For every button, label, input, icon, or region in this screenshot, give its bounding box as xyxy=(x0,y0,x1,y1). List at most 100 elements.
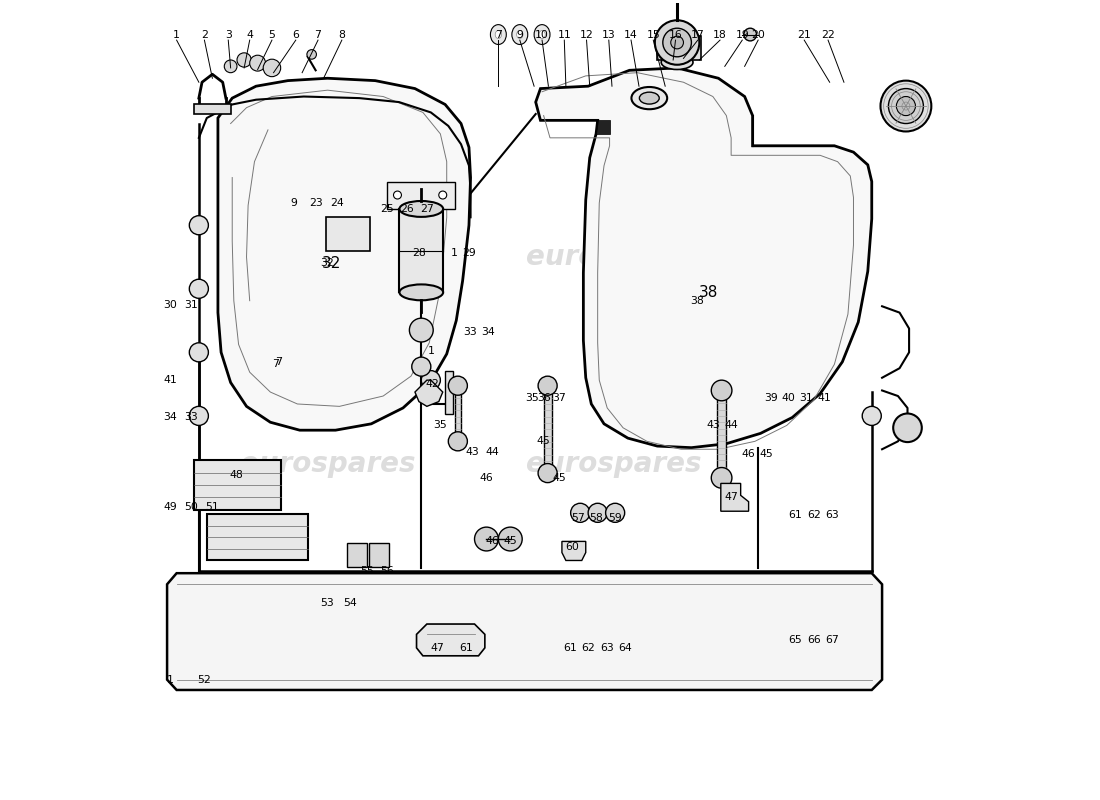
Text: 47: 47 xyxy=(724,492,738,502)
Text: 1: 1 xyxy=(451,248,458,258)
Bar xyxy=(658,36,701,60)
Text: 21: 21 xyxy=(798,30,811,39)
Circle shape xyxy=(409,318,433,342)
Text: 31: 31 xyxy=(184,300,198,310)
Polygon shape xyxy=(454,386,461,442)
Ellipse shape xyxy=(661,55,693,70)
Text: 22: 22 xyxy=(822,30,835,39)
Bar xyxy=(399,209,443,292)
Text: 61: 61 xyxy=(563,643,576,653)
Text: 45: 45 xyxy=(504,537,517,546)
Circle shape xyxy=(189,216,208,234)
Text: 18: 18 xyxy=(713,30,727,39)
Text: 63: 63 xyxy=(825,510,839,520)
Text: 58: 58 xyxy=(590,513,603,522)
Text: 67: 67 xyxy=(825,635,839,645)
Text: 38: 38 xyxy=(700,286,718,300)
Circle shape xyxy=(896,97,915,115)
Bar xyxy=(446,370,453,414)
Text: 34: 34 xyxy=(164,413,177,422)
Text: 45: 45 xyxy=(552,473,567,483)
Polygon shape xyxy=(717,390,726,478)
Circle shape xyxy=(671,36,683,49)
Bar xyxy=(368,543,388,567)
Circle shape xyxy=(449,376,468,395)
Text: 44: 44 xyxy=(724,421,738,430)
Text: 24: 24 xyxy=(330,198,344,208)
Text: 9: 9 xyxy=(290,198,298,208)
Polygon shape xyxy=(415,380,442,406)
Text: 14: 14 xyxy=(624,30,638,39)
Text: 26: 26 xyxy=(400,204,414,214)
Text: 47: 47 xyxy=(430,643,444,653)
Circle shape xyxy=(411,357,431,376)
Text: 57: 57 xyxy=(571,513,585,522)
Text: 53: 53 xyxy=(321,598,334,607)
Text: 41: 41 xyxy=(164,375,177,385)
Circle shape xyxy=(538,463,558,482)
Polygon shape xyxy=(417,624,485,656)
Text: 16: 16 xyxy=(669,30,682,39)
Text: 56: 56 xyxy=(381,566,394,576)
Text: 3: 3 xyxy=(224,30,232,39)
Text: 46: 46 xyxy=(486,537,499,546)
Text: 7: 7 xyxy=(273,359,279,370)
Circle shape xyxy=(571,503,590,522)
Bar xyxy=(348,543,367,567)
Polygon shape xyxy=(596,120,609,134)
Ellipse shape xyxy=(399,285,443,300)
Circle shape xyxy=(889,89,923,123)
Text: 30: 30 xyxy=(163,300,177,310)
Circle shape xyxy=(449,432,468,451)
Text: 35: 35 xyxy=(526,394,539,403)
Circle shape xyxy=(307,50,317,59)
Text: 54: 54 xyxy=(343,598,356,607)
Polygon shape xyxy=(218,78,471,430)
Ellipse shape xyxy=(491,25,506,45)
Text: 32: 32 xyxy=(322,256,341,271)
Text: 10: 10 xyxy=(535,30,549,39)
Text: 20: 20 xyxy=(751,30,766,39)
Bar xyxy=(207,514,308,561)
Text: 45: 45 xyxy=(759,449,773,459)
Text: 63: 63 xyxy=(601,643,614,653)
Text: 8: 8 xyxy=(339,30,345,39)
Circle shape xyxy=(189,342,208,362)
Ellipse shape xyxy=(639,92,659,104)
Text: 1: 1 xyxy=(428,346,435,356)
Circle shape xyxy=(712,380,732,401)
Text: 9: 9 xyxy=(516,30,524,39)
Circle shape xyxy=(474,527,498,551)
Text: 52: 52 xyxy=(198,674,211,685)
Text: 34: 34 xyxy=(481,327,495,338)
Text: 7: 7 xyxy=(275,357,282,367)
Text: eurospares: eurospares xyxy=(240,450,416,478)
Text: 42: 42 xyxy=(426,379,439,389)
Polygon shape xyxy=(536,68,872,448)
Bar xyxy=(326,218,370,250)
Circle shape xyxy=(862,406,881,426)
Text: 48: 48 xyxy=(229,470,243,481)
Text: 37: 37 xyxy=(552,394,567,403)
Polygon shape xyxy=(543,386,551,473)
Text: 61: 61 xyxy=(460,643,473,653)
Text: 45: 45 xyxy=(537,436,550,446)
Circle shape xyxy=(606,503,625,522)
Text: 39: 39 xyxy=(764,394,778,403)
Text: 17: 17 xyxy=(691,30,705,39)
Text: eurospares: eurospares xyxy=(240,243,416,271)
Ellipse shape xyxy=(512,25,528,45)
Circle shape xyxy=(250,55,265,71)
Circle shape xyxy=(189,406,208,426)
Circle shape xyxy=(263,59,280,77)
Circle shape xyxy=(744,28,757,41)
Ellipse shape xyxy=(535,25,550,45)
Text: 32: 32 xyxy=(321,258,334,268)
Text: 60: 60 xyxy=(565,542,580,552)
Circle shape xyxy=(712,467,732,488)
Circle shape xyxy=(236,53,251,67)
Text: 65: 65 xyxy=(788,635,802,645)
Text: 46: 46 xyxy=(480,473,493,483)
Text: 38: 38 xyxy=(690,296,704,306)
Circle shape xyxy=(654,20,700,65)
